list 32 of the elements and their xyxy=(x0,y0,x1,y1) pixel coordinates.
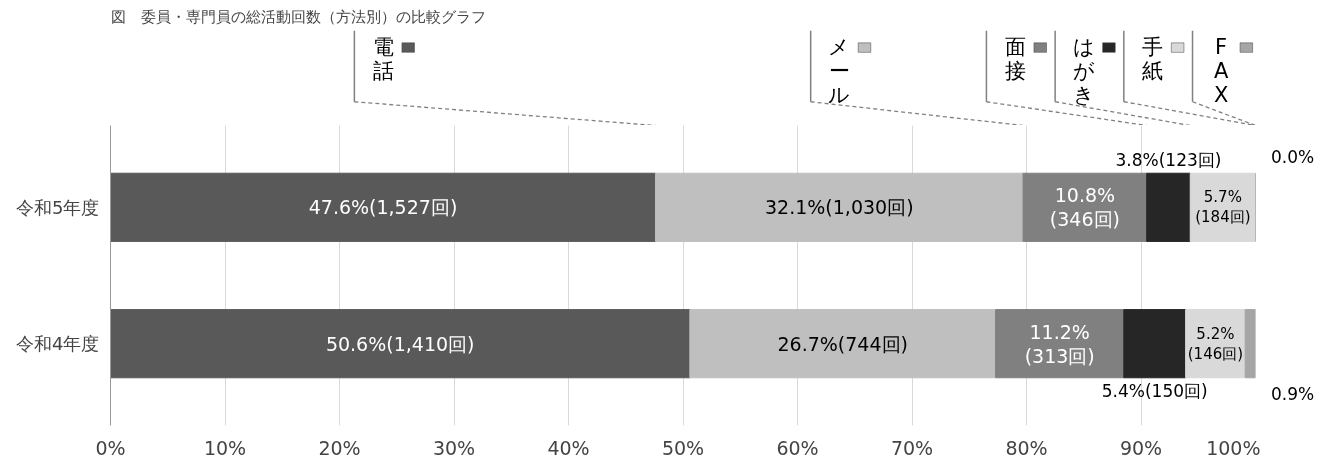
x-tick-label: 30% xyxy=(432,436,476,459)
legend-label: 手紙 xyxy=(1141,35,1163,84)
legend-label: FAX xyxy=(1213,35,1229,108)
chart-title: 図 委員・専門員の総活動回数（方法別）の比較グラフ xyxy=(110,7,486,26)
x-tick-label: 70% xyxy=(890,436,934,459)
data-label: 0.0% xyxy=(1271,146,1315,167)
data-label: 0.9% xyxy=(1271,384,1315,405)
data-label: 11.2%(313回) xyxy=(1024,320,1095,367)
x-tick-label: 100% xyxy=(1206,436,1261,459)
x-tick-label: 40% xyxy=(547,436,590,459)
data-label: 32.1%(1,030回) xyxy=(765,196,914,219)
data-label: 26.7%(744回) xyxy=(777,332,908,355)
legend-label: メール xyxy=(828,35,851,108)
x-tick-label: 90% xyxy=(1119,436,1163,459)
data-label: 5.2%(146回) xyxy=(1187,324,1244,363)
x-tick-label: 20% xyxy=(318,436,361,459)
x-tick-label: 60% xyxy=(776,436,819,459)
x-tick-label: 0% xyxy=(95,436,126,459)
legend-label: 面接 xyxy=(1004,35,1026,84)
legend-label: 電話 xyxy=(372,35,394,84)
data-label: 10.8%(346回) xyxy=(1049,184,1120,231)
data-label: 3.8%(123回) xyxy=(1115,149,1222,170)
legend-label: はがき xyxy=(1072,35,1095,108)
data-label: 47.6%(1,527回) xyxy=(308,196,458,219)
data-label: 50.6%(1,410回) xyxy=(325,332,475,355)
data-label: 5.4%(150回) xyxy=(1101,381,1208,402)
y-tick-label: 令和5年度 xyxy=(16,196,100,218)
y-tick-label: 令和4年度 xyxy=(16,333,100,355)
data-label: 5.7%(184回) xyxy=(1195,188,1251,227)
x-tick-label: 10% xyxy=(203,436,247,459)
x-tick-label: 80% xyxy=(1005,436,1048,459)
x-tick-label: 50% xyxy=(661,436,705,459)
